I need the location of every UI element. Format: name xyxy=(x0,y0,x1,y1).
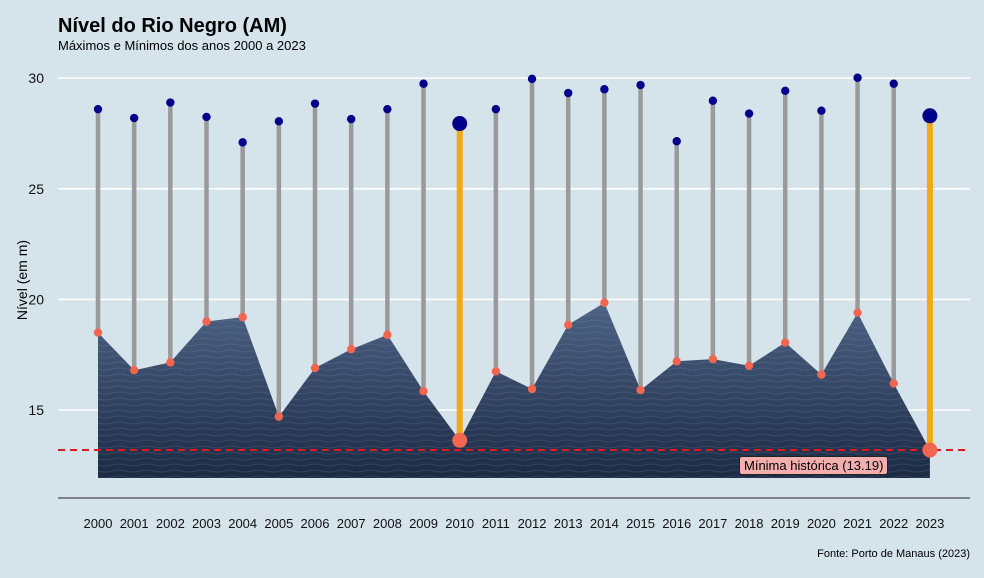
max-point-2021 xyxy=(853,73,862,82)
x-tick-label-2016: 2016 xyxy=(662,516,691,531)
x-tick-label-2007: 2007 xyxy=(337,516,366,531)
x-tick-label-2015: 2015 xyxy=(626,516,655,531)
max-point-2004 xyxy=(238,138,247,147)
min-point-2006 xyxy=(310,363,320,373)
max-point-2003 xyxy=(202,112,211,122)
max-point-2009 xyxy=(419,79,428,88)
min-point-2020 xyxy=(817,370,826,379)
min-point-2008 xyxy=(383,330,392,339)
x-tick-label-2008: 2008 xyxy=(373,516,402,531)
min-point-2015 xyxy=(636,385,645,395)
x-tick-label-2021: 2021 xyxy=(843,516,872,531)
max-point-2001 xyxy=(129,113,139,123)
max-point-2019 xyxy=(781,86,790,96)
min-point-2000 xyxy=(93,328,103,337)
min-point-2019 xyxy=(781,338,790,347)
min-point-2014 xyxy=(600,298,609,307)
max-point-2013 xyxy=(564,88,573,98)
x-tick-label-2023: 2023 xyxy=(915,516,944,531)
chart-caption: Fonte: Porto de Manaus (2023) xyxy=(817,548,970,560)
min-point-2005 xyxy=(274,412,284,421)
y-tick-label-30: 30 xyxy=(28,70,44,86)
y-axis-label: Nível (em m) xyxy=(14,239,30,321)
min-point-2016 xyxy=(672,357,681,366)
max-point-2002 xyxy=(166,98,175,107)
chart-title: Nível do Rio Negro (AM) xyxy=(58,15,287,37)
min-point-2013 xyxy=(564,320,573,330)
x-tick-label-2018: 2018 xyxy=(735,516,764,531)
x-tick-label-2019: 2019 xyxy=(771,516,800,531)
max-point-2022 xyxy=(889,79,898,88)
max-point-2012 xyxy=(527,74,537,84)
min-point-2001 xyxy=(129,365,139,375)
x-tick-label-2010: 2010 xyxy=(445,516,474,531)
y-tick-label-25: 25 xyxy=(28,181,44,197)
x-tick-label-2013: 2013 xyxy=(554,516,583,531)
max-point-2008 xyxy=(383,104,392,114)
max-point-2017 xyxy=(708,96,718,105)
x-tick-label-2017: 2017 xyxy=(698,516,727,531)
min-point-2009 xyxy=(419,386,428,396)
x-tick-label-2003: 2003 xyxy=(192,516,221,531)
x-tick-label-2012: 2012 xyxy=(518,516,547,531)
max-point-2015 xyxy=(636,80,645,90)
x-tick-label-2002: 2002 xyxy=(156,516,185,531)
max-point-2000 xyxy=(93,104,103,114)
x-tick-label-2011: 2011 xyxy=(482,516,510,531)
min-point-2002 xyxy=(166,358,175,367)
min-point-2003 xyxy=(202,317,211,326)
max-point-2005 xyxy=(274,117,284,126)
water-texture xyxy=(98,302,930,478)
max-point-2020 xyxy=(817,106,826,115)
min-point-2012 xyxy=(527,384,537,394)
x-tick-label-2014: 2014 xyxy=(590,516,619,531)
y-tick-label-15: 15 xyxy=(28,402,44,418)
x-tick-label-2022: 2022 xyxy=(879,516,908,531)
chart-subtitle: Máximos e Mínimos dos anos 2000 a 2023 xyxy=(58,38,306,53)
max-point-2018 xyxy=(744,109,754,118)
max-point-2010 xyxy=(452,116,468,132)
reference-line-label: Mínima histórica (13.19) xyxy=(739,456,889,475)
min-point-2004 xyxy=(238,312,247,322)
x-tick-label-2001: 2001 xyxy=(120,516,149,531)
max-point-2016 xyxy=(672,137,681,146)
x-tick-label-2005: 2005 xyxy=(264,516,293,531)
y-tick-label-20: 20 xyxy=(28,291,44,307)
min-point-2022 xyxy=(889,379,898,388)
min-point-2017 xyxy=(708,354,718,364)
x-tick-label-2004: 2004 xyxy=(228,516,257,531)
min-point-2018 xyxy=(744,361,754,370)
min-point-2010 xyxy=(452,432,468,448)
min-point-2007 xyxy=(346,344,356,354)
max-point-2014 xyxy=(600,85,609,94)
max-point-2011 xyxy=(491,104,501,114)
max-point-2006 xyxy=(310,99,320,108)
min-point-2021 xyxy=(853,308,862,317)
max-point-2023 xyxy=(922,108,938,124)
x-tick-label-2009: 2009 xyxy=(409,516,438,531)
x-tick-label-2006: 2006 xyxy=(301,516,330,531)
min-point-2011 xyxy=(491,367,501,376)
x-tick-label-2020: 2020 xyxy=(807,516,836,531)
x-tick-label-2000: 2000 xyxy=(84,516,113,531)
min-point-2023 xyxy=(922,442,938,458)
max-point-2007 xyxy=(346,114,356,124)
